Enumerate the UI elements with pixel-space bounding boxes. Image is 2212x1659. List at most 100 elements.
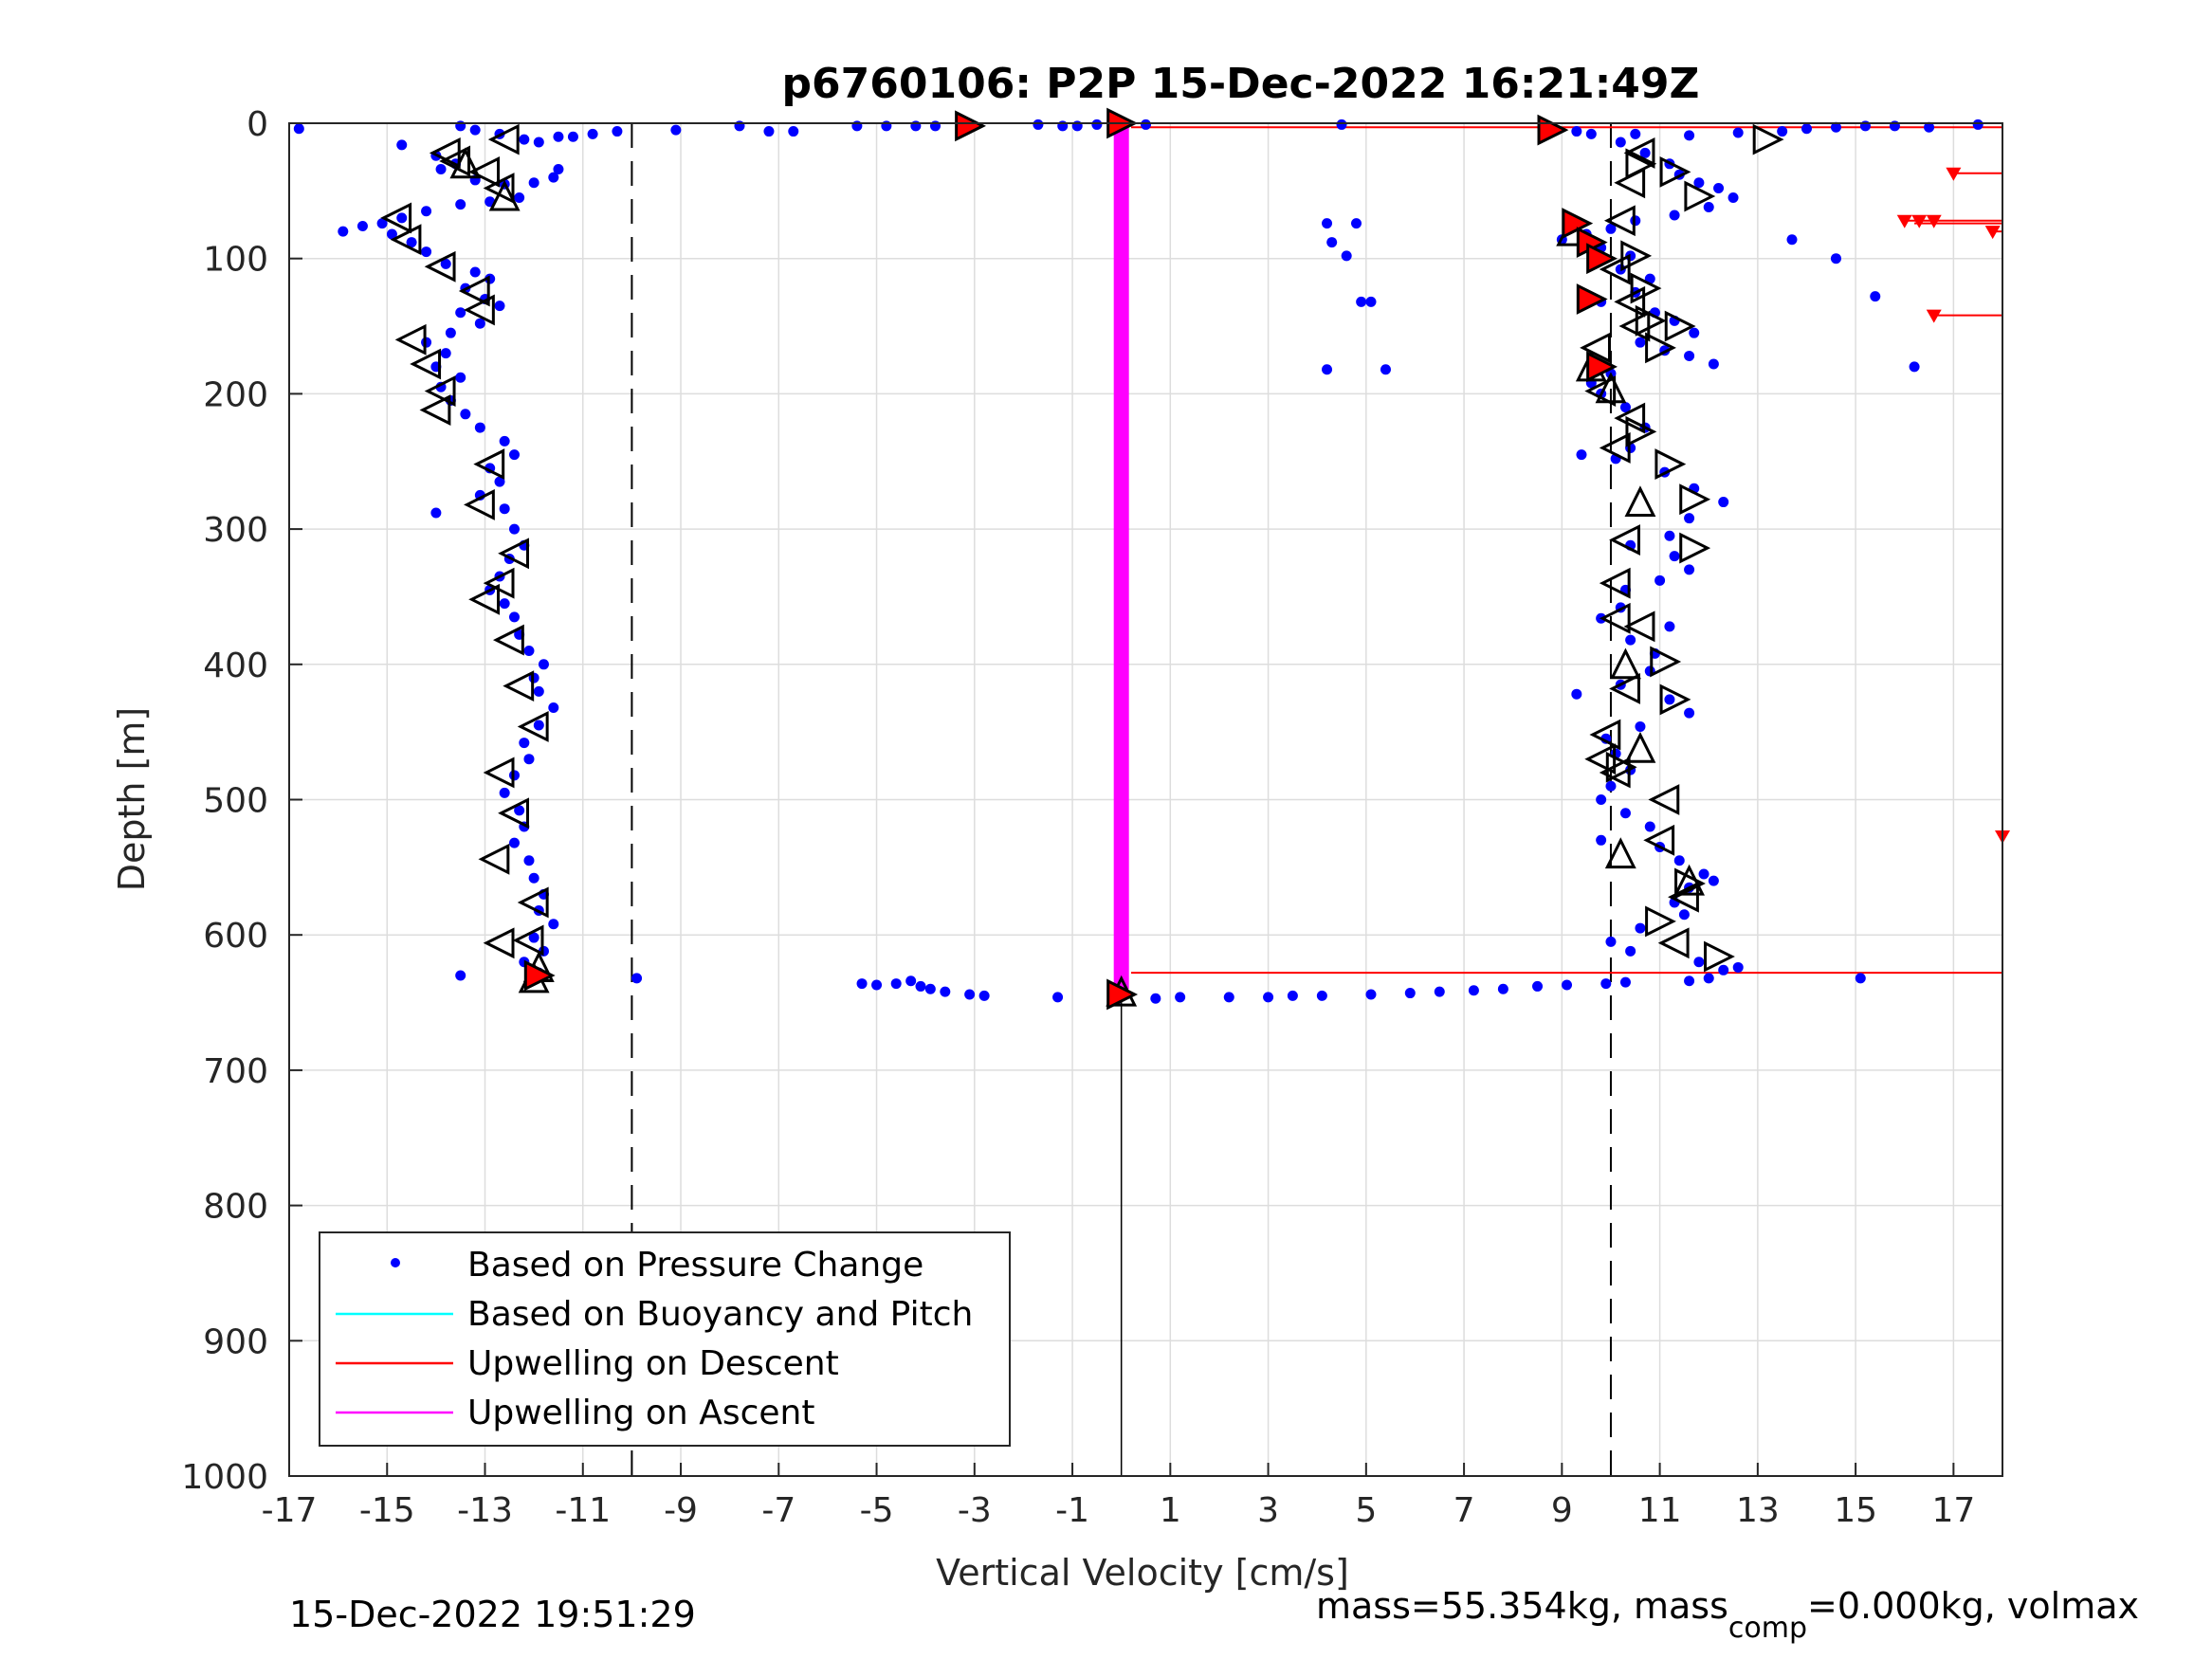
x-tick-label: 9 xyxy=(1551,1491,1573,1530)
pressure-change-point xyxy=(445,327,456,338)
open-triangle-left-marker xyxy=(483,757,515,789)
pressure-change-point xyxy=(905,975,917,987)
pressure-change-point xyxy=(508,611,520,623)
footer-mass-info: mass=55.354kg, masscomp=0.000kg, volmax xyxy=(1316,1585,2139,1645)
open-triangle-right-marker xyxy=(1659,155,1691,188)
pressure-change-point xyxy=(587,128,598,139)
open-triangle-right-marker xyxy=(1645,332,1676,364)
pressure-change-point xyxy=(528,872,539,884)
pressure-change-point xyxy=(631,973,643,984)
open-triangle-right-marker xyxy=(1620,240,1653,272)
open-triangle-left-marker xyxy=(1580,332,1611,364)
footer-mass-subscript: comp xyxy=(1728,1612,1807,1645)
pressure-change-point xyxy=(940,986,951,997)
x-tick-label: -17 xyxy=(262,1491,318,1530)
pressure-change-point xyxy=(1673,855,1685,866)
y-tick-label: 700 xyxy=(203,1052,268,1091)
pressure-change-point xyxy=(1619,402,1631,413)
footer-mass-prefix: mass=55.354kg, mass xyxy=(1316,1585,1728,1627)
pressure-change-point xyxy=(499,598,510,610)
pressure-change-point xyxy=(519,738,530,749)
y-tick-label: 1000 xyxy=(181,1458,268,1497)
pressure-change-point xyxy=(1365,989,1377,1000)
open-triangle-left-marker xyxy=(1623,137,1655,169)
pressure-change-point xyxy=(1326,237,1338,248)
pressure-change-point xyxy=(455,970,466,981)
pressure-change-point xyxy=(514,805,525,816)
pressure-change-point xyxy=(1830,253,1841,264)
pressure-change-point xyxy=(1635,337,1646,348)
pressure-change-point xyxy=(1404,988,1416,999)
pressure-change-point xyxy=(533,720,544,731)
open-triangle-right-marker xyxy=(1659,684,1691,716)
pressure-change-point xyxy=(553,131,564,142)
pressure-change-point xyxy=(978,990,990,1001)
pressure-change-point xyxy=(1619,808,1631,819)
pressure-change-point xyxy=(1870,291,1881,302)
pressure-change-point xyxy=(1684,130,1695,141)
open-triangle-left-marker xyxy=(483,927,515,959)
open-triangle-right-marker xyxy=(1704,940,1735,973)
pressure-change-point xyxy=(1830,121,1841,133)
y-tick-label: 500 xyxy=(203,782,268,821)
descent-upwelling-point xyxy=(1946,167,1962,181)
open-triangle-left-marker xyxy=(1599,602,1631,634)
pressure-change-point xyxy=(1664,530,1675,541)
pressure-change-point xyxy=(523,855,535,866)
pressure-change-point xyxy=(421,246,432,258)
pressure-change-point xyxy=(788,126,799,137)
pressure-change-point xyxy=(1287,990,1298,1001)
open-triangle-left-marker xyxy=(1589,719,1621,751)
open-triangle-up-marker xyxy=(1624,731,1656,763)
open-triangle-left-marker xyxy=(1609,524,1640,556)
open-triangle-left-marker xyxy=(1609,673,1640,704)
pressure-change-point xyxy=(1336,118,1347,130)
pressure-change-point xyxy=(494,301,505,312)
legend: Based on Pressure Change Based on Buoyanc… xyxy=(319,1231,1011,1447)
pressure-change-point xyxy=(871,979,883,991)
open-triangle-left-marker xyxy=(1623,611,1655,643)
pressure-change-point xyxy=(1639,147,1651,158)
pressure-change-point xyxy=(1322,218,1333,229)
open-triangle-left-marker xyxy=(1657,927,1690,959)
open-triangle-left-marker xyxy=(492,624,524,656)
pressure-change-point xyxy=(1718,497,1729,508)
pressure-change-point xyxy=(1033,118,1044,130)
pressure-change-point xyxy=(396,212,408,224)
pressure-change-point xyxy=(1708,875,1719,886)
open-triangle-up-marker xyxy=(1624,485,1656,518)
y-tick-label: 900 xyxy=(203,1322,268,1361)
pressure-change-point xyxy=(1635,720,1646,732)
pressure-change-point xyxy=(1689,327,1700,338)
pressure-change-point xyxy=(612,126,623,137)
pressure-change-point xyxy=(1669,210,1680,221)
pressure-change-point xyxy=(519,134,530,145)
pressure-change-point xyxy=(1693,957,1705,968)
pressure-change-point xyxy=(508,523,520,535)
pressure-change-point xyxy=(1909,361,1920,373)
pressure-change-point xyxy=(1322,364,1333,375)
pressure-change-point xyxy=(1434,986,1445,997)
data-layer xyxy=(293,107,2010,1011)
pressure-change-point xyxy=(1625,634,1636,646)
pressure-change-point xyxy=(1684,564,1695,575)
pressure-change-point xyxy=(435,164,447,175)
pressure-change-point xyxy=(1684,707,1695,719)
pressure-change-point xyxy=(1654,574,1666,586)
legend-label: Based on Pressure Change xyxy=(467,1246,923,1285)
open-triangle-left-marker xyxy=(1603,205,1636,237)
pressure-change-point xyxy=(1141,118,1151,130)
open-triangle-right-marker xyxy=(1650,646,1682,678)
x-axis-ticks: -17 -15 -13 -11 -9 -7 -5 -3 -1 1 3 5 7 9 11 13 15 17 xyxy=(262,1463,1975,1530)
pressure-change-point xyxy=(1605,780,1617,792)
filled-red-triangle-marker xyxy=(1586,243,1618,275)
open-triangle-up-marker xyxy=(449,147,482,179)
pressure-change-point xyxy=(1684,350,1695,361)
open-triangle-left-marker xyxy=(1599,432,1631,464)
pressure-change-point xyxy=(1684,513,1695,524)
pressure-change-point xyxy=(1972,118,1983,130)
pressure-change-point xyxy=(1571,126,1582,137)
open-triangle-right-marker xyxy=(1752,123,1784,155)
pressure-change-point xyxy=(1698,868,1709,880)
pressure-change-point xyxy=(1497,983,1508,994)
